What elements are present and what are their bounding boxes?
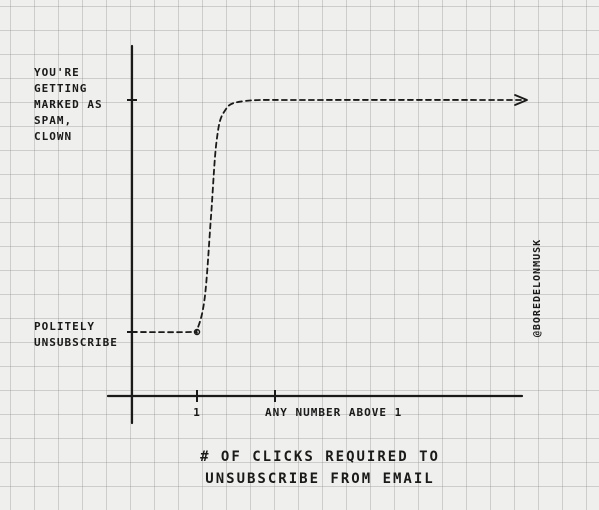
y-tick-label: POLITELY [34,320,95,333]
x-axis-label: # OF CLICKS REQUIRED TO UNSUBSCRIBE FROM … [200,449,440,487]
y-tick-labels: POLITELY UNSUBSCRIBE YOU'RE GETTING MARKED A… [34,66,118,349]
y-tick-label: MARKED AS [34,98,103,111]
y-tick-label: CLOWN [34,130,72,143]
axes [106,44,524,425]
x-tick-label: ANY NUMBER ABOVE 1 [265,406,402,419]
credit-text: @BOREDELONMUSK [532,239,543,337]
y-tick-label: SPAM, [34,114,72,127]
y-tick-label: GETTING [34,82,87,95]
series-line [131,99,526,334]
x-tick-labels: 1 ANY NUMBER ABOVE 1 [193,406,402,419]
series-arrowhead [514,94,528,106]
series-point-marker [193,328,201,336]
series-layer [131,94,528,336]
credit-text-group: @BOREDELONMUSK [532,239,543,337]
x-tick-label: 1 [193,406,201,419]
x-axis-label-line: # OF CLICKS REQUIRED TO [200,449,440,465]
y-tick-label: YOU'RE [34,66,80,79]
y-tick-label: UNSUBSCRIBE [34,336,118,349]
x-axis-label-line: UNSUBSCRIBE FROM EMAIL [205,471,434,487]
